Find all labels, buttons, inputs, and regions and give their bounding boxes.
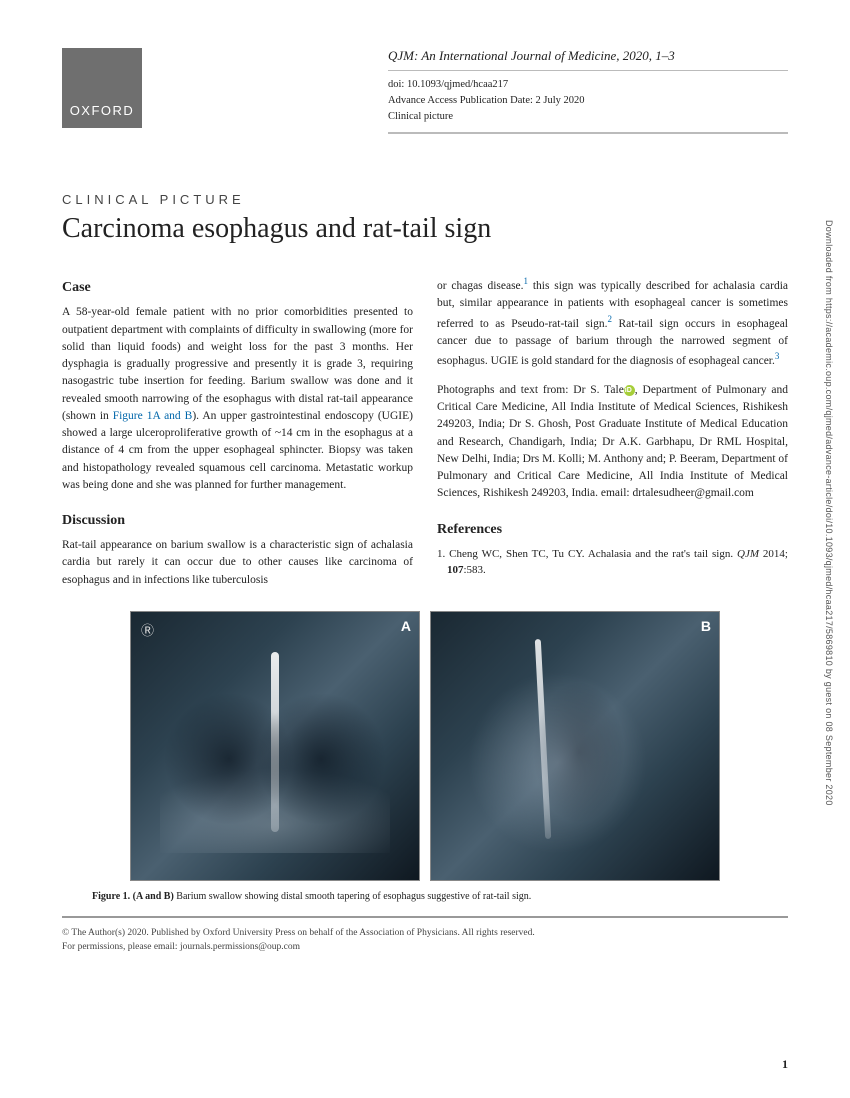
- figure-1b: B: [430, 611, 720, 881]
- reference-1: 1. Cheng WC, Shen TC, Tu CY. Achalasia a…: [437, 546, 788, 579]
- journal-info: QJM: An International Journal of Medicin…: [388, 48, 788, 134]
- copyright: © The Author(s) 2020. Published by Oxfor…: [62, 926, 788, 940]
- case-heading: Case: [62, 277, 413, 298]
- page: OXFORD QJM: An International Journal of …: [0, 0, 850, 986]
- journal-title: QJM: An International Journal of Medicin…: [388, 48, 788, 71]
- case-paragraph: A 58-year-old female patient with no pri…: [62, 304, 413, 494]
- header: OXFORD QJM: An International Journal of …: [62, 48, 788, 134]
- left-column: Case A 58-year-old female patient with n…: [62, 275, 413, 593]
- panel-label-b: B: [701, 618, 711, 634]
- orcid-icon[interactable]: [624, 385, 635, 396]
- figure-caption: Figure 1. (A and B) Barium swallow showi…: [62, 891, 788, 902]
- page-number: 1: [782, 1057, 788, 1072]
- continuation-paragraph: or chagas disease.1 this sign was typica…: [437, 275, 788, 370]
- discussion-heading: Discussion: [62, 510, 413, 531]
- figure-link[interactable]: Figure 1A and B: [113, 410, 193, 422]
- right-column: or chagas disease.1 this sign was typica…: [437, 275, 788, 593]
- doi: doi: 10.1093/qjmed/hcaa217: [388, 77, 788, 93]
- download-watermark: Downloaded from https://academic.oup.com…: [824, 220, 834, 806]
- article-type: Clinical picture: [388, 109, 788, 125]
- section-label: CLINICAL PICTURE: [62, 192, 788, 207]
- oxford-logo-text: OXFORD: [70, 103, 135, 118]
- article-title: Carcinoma esophagus and rat-tail sign: [62, 213, 788, 245]
- journal-meta: doi: 10.1093/qjmed/hcaa217 Advance Acces…: [388, 77, 788, 134]
- figure-1a: Ⓡ A: [130, 611, 420, 881]
- references-heading: References: [437, 519, 788, 540]
- citation-3[interactable]: 3: [775, 351, 780, 361]
- r-mark: Ⓡ: [141, 620, 154, 639]
- body-columns: Case A 58-year-old female patient with n…: [62, 275, 788, 593]
- discussion-paragraph: Rat-tail appearance on barium swallow is…: [62, 537, 413, 589]
- pub-date: Advance Access Publication Date: 2 July …: [388, 93, 788, 109]
- oxford-logo: OXFORD: [62, 48, 142, 128]
- footer: © The Author(s) 2020. Published by Oxfor…: [62, 916, 788, 955]
- permissions: For permissions, please email: journals.…: [62, 940, 788, 954]
- author-info: Photographs and text from: Dr S. Tale, D…: [437, 382, 788, 503]
- panel-label-a: A: [401, 618, 411, 634]
- figure-row: Ⓡ A B: [62, 611, 788, 881]
